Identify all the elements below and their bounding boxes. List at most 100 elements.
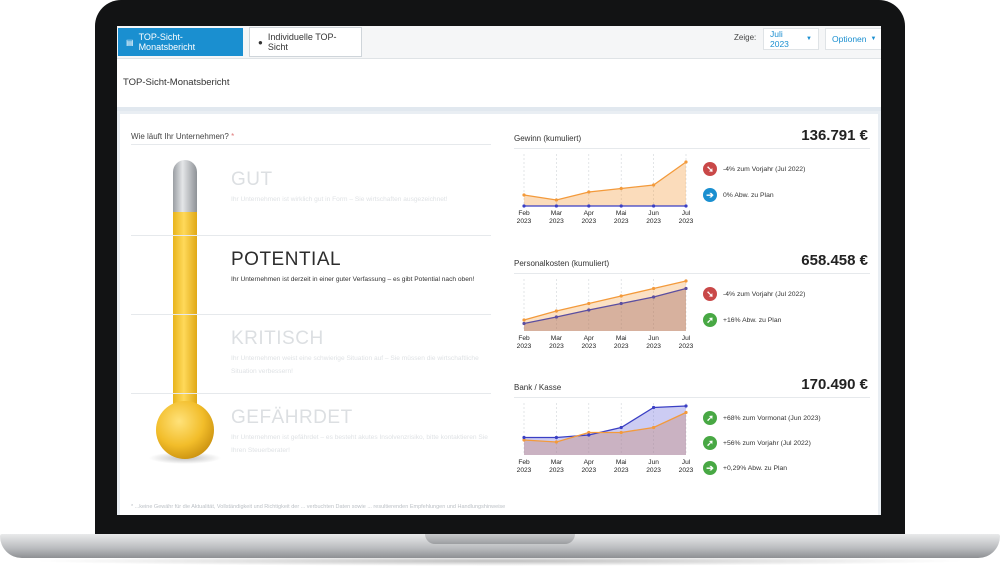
- month-value: Juli 2023: [770, 29, 789, 49]
- data-point: [684, 404, 688, 408]
- data-point: [619, 430, 623, 435]
- divider: [514, 148, 870, 149]
- x-tick-label: Mai: [616, 459, 627, 466]
- question-star: *: [231, 132, 235, 141]
- caret-down-icon: ▼: [870, 36, 877, 42]
- caret-down-icon: ▼: [806, 36, 812, 42]
- stat-row: ➔ +0,29% Abw. zu Plan: [703, 461, 787, 475]
- stat-row: ➚ +16% Abw. zu Plan: [703, 313, 781, 327]
- stat-text: +16% Abw. zu Plan: [723, 316, 782, 324]
- tab-top-sicht-monatsbericht[interactable]: ▤ TOP-Sicht-Monatsbericht: [118, 28, 243, 56]
- chart-bank-kasse: Feb2023Mar2023Apr2023Mai2023Jun2023Jul20…: [517, 403, 694, 474]
- x-tick-label: Jun: [648, 335, 659, 342]
- x-tick-label: Mar: [551, 335, 563, 342]
- level-kritisch-desc: Ihr Unternehmen weist eine schwierige Si…: [231, 355, 479, 375]
- data-point: [522, 204, 526, 208]
- page-title: TOP-Sicht-Monatsbericht: [123, 77, 230, 88]
- series-line: [523, 280, 687, 321]
- data-point: [587, 204, 591, 208]
- thermo-bulb: [156, 401, 214, 459]
- tab-individuelle-top-sicht[interactable]: ● Individuelle TOP-Sicht: [249, 27, 362, 57]
- footnote: * ...keine Gewähr für die Aktualität, Vo…: [131, 504, 506, 510]
- x-tick-label: 2023: [517, 467, 532, 474]
- arrow-down-right-icon: ➘: [703, 287, 717, 301]
- divider: [514, 397, 870, 398]
- x-tick-label: 2023: [646, 467, 661, 474]
- thermometer: [149, 160, 221, 464]
- x-tick-label: Jul: [682, 210, 691, 217]
- options-label: Optionen: [832, 34, 867, 44]
- stat-text: -4% zum Vorjahr (Jul 2022): [723, 165, 806, 173]
- user-icon: ●: [258, 37, 263, 47]
- metric-personalkosten-value: 658.458 €: [801, 252, 868, 269]
- data-point: [619, 186, 623, 191]
- stat-text: +56% zum Vorjahr (Jul 2022): [723, 439, 811, 447]
- data-point: [652, 405, 656, 410]
- metric-gewinn-value: 136.791 €: [801, 127, 868, 144]
- data-point: [684, 410, 688, 415]
- metric-bank-label: Bank / Kasse: [514, 383, 562, 392]
- series-area: [524, 412, 686, 455]
- data-point: [554, 440, 558, 444]
- metric-bank-value: 170.490 €: [801, 376, 868, 393]
- stat-text: -4% zum Vorjahr (Jul 2022): [723, 290, 806, 298]
- divider: [131, 144, 491, 145]
- x-tick-label: Apr: [584, 459, 595, 466]
- stat-text: +0,29% Abw. zu Plan: [723, 464, 788, 472]
- chart-gewinn: Feb2023Mar2023Apr2023Mai2023Jun2023Jul20…: [517, 154, 694, 225]
- data-point: [522, 318, 526, 322]
- series-area: [524, 406, 686, 455]
- arrow-up-right-icon: ➚: [703, 411, 717, 425]
- x-tick-label: 2023: [581, 218, 596, 225]
- arrow-up-right-icon: ➚: [703, 313, 717, 327]
- data-point: [652, 204, 656, 208]
- level-gut-title: GUT: [231, 169, 273, 190]
- data-point: [619, 204, 623, 208]
- data-point: [554, 204, 558, 208]
- metric-gewinn-label: Gewinn (kumuliert): [514, 134, 582, 143]
- x-tick-label: 2023: [549, 467, 564, 474]
- stat-row: ➚ +56% zum Vorjahr (Jul 2022): [703, 436, 811, 450]
- thermo-fill: [173, 212, 197, 420]
- x-tick-label: 2023: [581, 467, 596, 474]
- x-tick-label: 2023: [581, 343, 596, 350]
- level-gefaehrdet-desc: Ihr Unternehmen ist gefährdet – es beste…: [231, 434, 488, 454]
- data-point: [554, 435, 558, 440]
- data-point: [684, 279, 688, 283]
- data-point: [619, 425, 623, 430]
- x-tick-label: Mai: [616, 210, 627, 217]
- x-tick-label: 2023: [679, 467, 694, 474]
- data-point: [684, 204, 688, 208]
- laptop-notch: [425, 534, 575, 544]
- x-tick-label: Jun: [648, 459, 659, 466]
- x-tick-label: Feb: [518, 210, 530, 217]
- arrow-down-right-icon: ➘: [703, 162, 717, 176]
- title-area: [117, 59, 881, 111]
- x-tick-label: 2023: [614, 218, 629, 225]
- x-tick-label: Jun: [648, 210, 659, 217]
- data-point: [652, 295, 656, 299]
- question-text: Wie läuft Ihr Unternehmen?: [131, 132, 229, 141]
- x-tick-label: Feb: [518, 335, 530, 342]
- stat-row: ➘ -4% zum Vorjahr (Jul 2022): [703, 287, 805, 301]
- options-dropdown[interactable]: Optionen ▼: [825, 28, 881, 50]
- report-panel: Wie läuft Ihr Unternehmen? *: [120, 114, 878, 515]
- data-point: [587, 308, 591, 312]
- level-potential-title: POTENTIAL: [231, 249, 342, 270]
- stat-row: ➚ +68% zum Vormonat (Jun 2023): [703, 411, 821, 425]
- divider: [131, 393, 491, 394]
- laptop-shadow: [30, 556, 970, 566]
- x-tick-label: Apr: [584, 210, 595, 217]
- data-point: [619, 294, 623, 298]
- divider: [131, 235, 491, 236]
- series-area: [524, 281, 686, 331]
- month-dropdown[interactable]: Juli 2023 ▼: [763, 28, 819, 50]
- divider: [131, 314, 491, 315]
- data-point: [522, 321, 526, 326]
- data-point: [684, 160, 688, 164]
- series-line: [523, 287, 687, 325]
- series-area: [524, 162, 686, 206]
- x-tick-label: 2023: [646, 218, 661, 225]
- data-point: [684, 286, 688, 291]
- data-point: [554, 198, 558, 202]
